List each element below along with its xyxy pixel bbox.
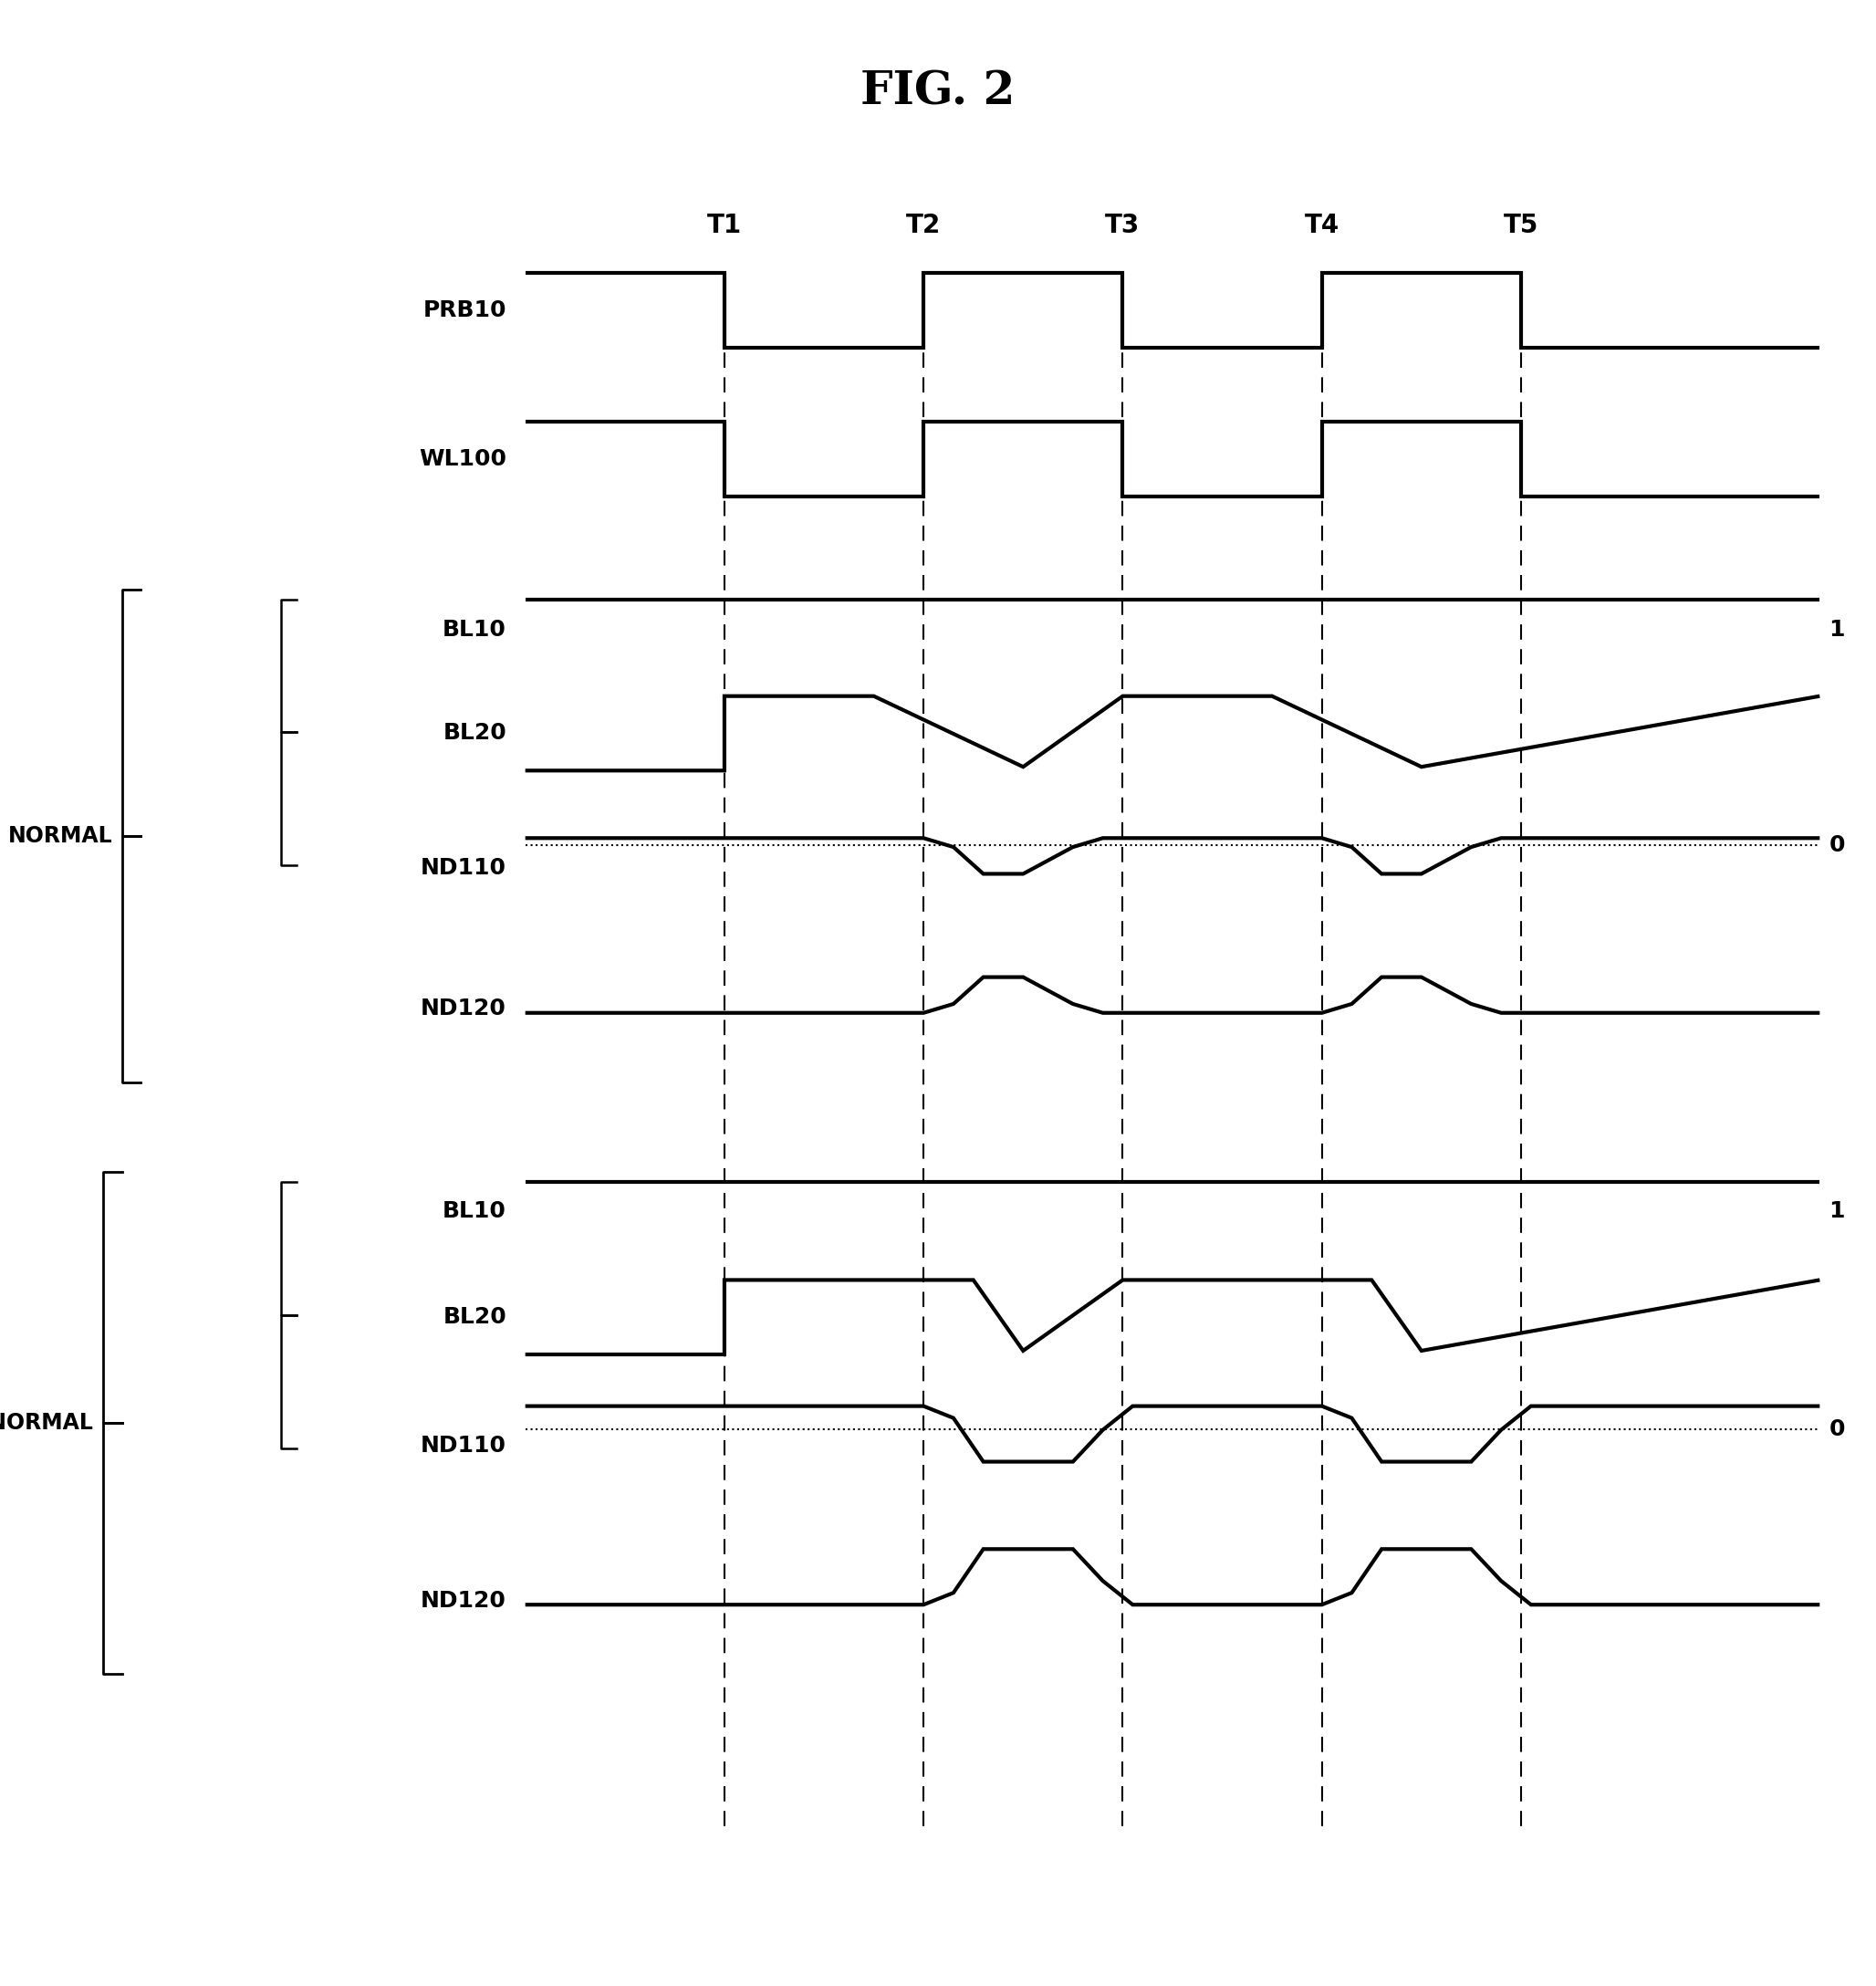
Text: NORMAL: NORMAL bbox=[8, 824, 113, 848]
Text: PRB10: PRB10 bbox=[422, 300, 507, 322]
Text: FIG. 2: FIG. 2 bbox=[861, 70, 1015, 115]
Text: ND120: ND120 bbox=[420, 997, 507, 1021]
Text: ND110: ND110 bbox=[420, 1434, 507, 1458]
Text: 0: 0 bbox=[1829, 834, 1846, 856]
Text: ABNORMAL: ABNORMAL bbox=[0, 1412, 94, 1434]
Text: T2: T2 bbox=[906, 213, 942, 238]
Text: T3: T3 bbox=[1105, 213, 1141, 238]
Text: T1: T1 bbox=[707, 213, 741, 238]
Text: BL10: BL10 bbox=[443, 618, 507, 641]
Text: T5: T5 bbox=[1503, 213, 1538, 238]
Text: 1: 1 bbox=[1829, 618, 1846, 641]
Text: T4: T4 bbox=[1304, 213, 1339, 238]
Text: ND110: ND110 bbox=[420, 856, 507, 880]
Text: WL100: WL100 bbox=[418, 449, 507, 471]
Text: ND120: ND120 bbox=[420, 1589, 507, 1613]
Text: 0: 0 bbox=[1829, 1418, 1846, 1440]
Text: 1: 1 bbox=[1829, 1200, 1846, 1223]
Text: BL10: BL10 bbox=[443, 1200, 507, 1223]
Text: BL20: BL20 bbox=[443, 1307, 507, 1329]
Text: BL20: BL20 bbox=[443, 723, 507, 745]
